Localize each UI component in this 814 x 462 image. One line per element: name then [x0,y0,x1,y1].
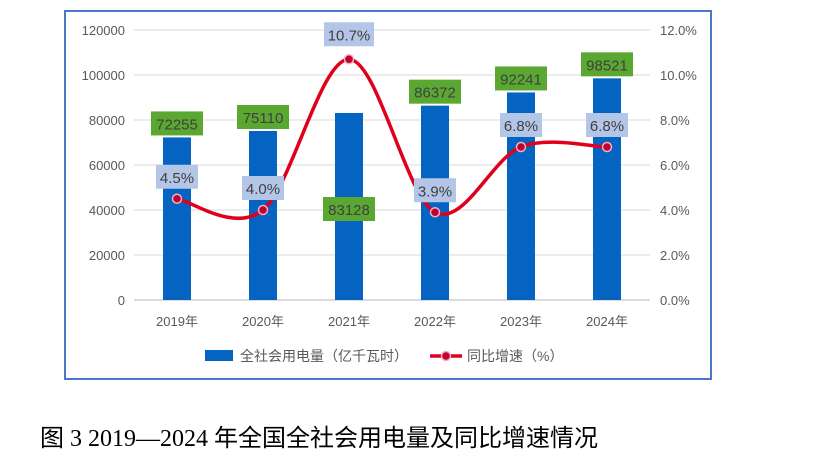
bar-data-label-bg [151,111,203,136]
x-tick-label: 2023年 [500,314,542,329]
x-tick-label: 2022年 [414,314,456,329]
y-left-tick-label: 0 [118,293,125,308]
line-data-label-bg [586,113,628,137]
legend-bar-swatch [205,350,233,361]
bar-data-label: 98521 [586,57,628,74]
line-data-label-bg [500,113,542,137]
bar [163,137,191,300]
y-left-tick-label: 80000 [89,113,125,128]
bar [593,78,621,300]
y-right-tick-label: 10.0% [660,68,697,83]
line-data-label: 6.8% [504,118,538,135]
chart-frame [64,10,712,380]
line-data-label-bg [324,22,374,47]
y-right-tick-label: 12.0% [660,23,697,38]
bar-data-label-bg [237,105,289,130]
bar-data-label-bg [495,66,547,91]
y-left-tick-label: 60000 [89,158,125,173]
bar-data-label: 92241 [500,71,542,88]
bar-data-label: 75110 [243,110,284,127]
y-right-tick-label: 2.0% [660,248,690,263]
line-point [429,207,441,218]
x-tick-label: 2021年 [328,314,370,329]
bar-data-label-bg [409,79,461,104]
line-data-label: 4.0% [246,181,280,198]
y-left-tick-label: 40000 [89,203,125,218]
y-left-tick-label: 120000 [82,23,125,38]
y-right-tick-label: 6.0% [660,158,690,173]
chart: 0 20000 40000 60000 80000 100000 120000 0.0% 2.0… [82,22,697,364]
bar-data-label: 72255 [156,116,198,133]
legend-bar-label: 全社会用电量（亿千瓦时） [240,348,408,364]
x-tick-label: 2019年 [156,314,198,329]
y-left-tick-label: 20000 [89,248,125,263]
x-tick-label: 2024年 [586,314,628,329]
bar-data-label-bg [581,52,633,77]
y-right-tick-label: 0.0% [660,293,690,308]
line-data-label: 10.7% [328,27,371,44]
line-point [515,141,527,153]
line-point [601,141,613,153]
y-right-tick-label: 8.0% [660,113,690,128]
bar-data-label: 83128 [328,202,370,219]
bar-data-label-bg [323,197,375,221]
x-tick-label: 2020年 [242,314,284,329]
legend-line-marker [440,350,452,362]
line-point [171,193,183,204]
y-left-tick-label: 100000 [82,68,125,83]
bar-data-label: 86372 [414,85,456,102]
line-point [257,204,269,216]
line-data-label-bg [414,178,456,203]
line-data-label-bg [156,164,198,189]
y-right-tick-label: 4.0% [660,203,690,218]
legend-line-label: 同比增速（%） [467,348,563,364]
line-data-label: 6.8% [590,118,624,135]
figure-caption: 图 3 2019—2024 年全国全社会用电量及同比增速情况 [40,426,598,452]
line-point [343,54,355,65]
line-data-label: 4.5% [160,170,194,187]
line-data-label: 3.9% [418,183,452,200]
line-data-label-bg [242,176,284,200]
